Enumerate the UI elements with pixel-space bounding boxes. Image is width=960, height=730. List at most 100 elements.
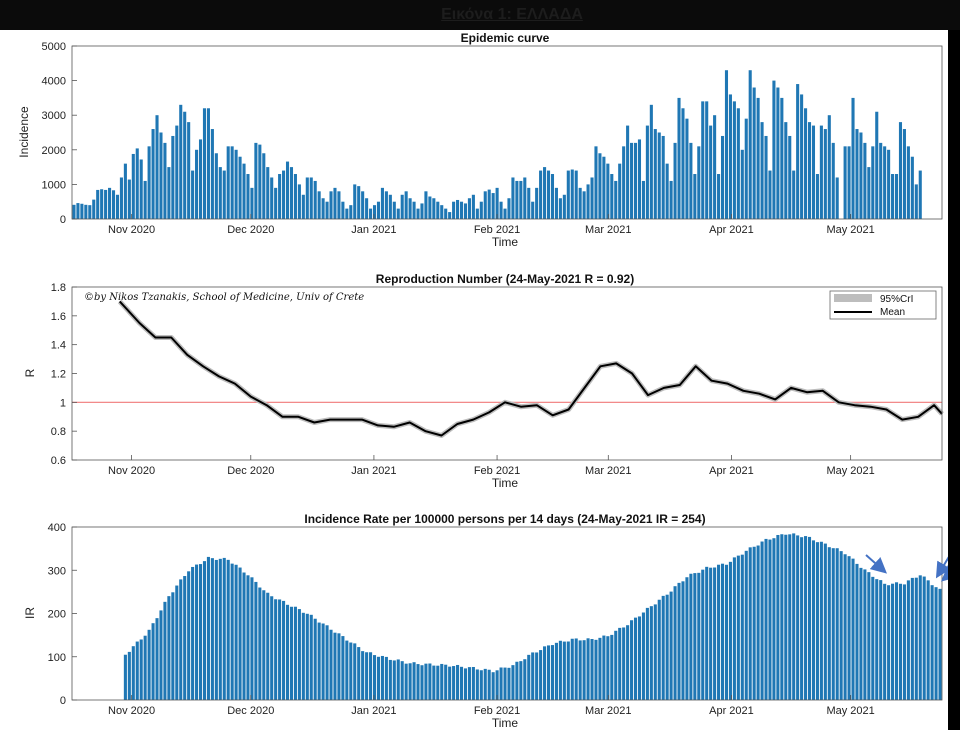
epidemic-bar	[697, 146, 701, 219]
epidemic-bar	[815, 174, 819, 219]
epidemic-bar	[361, 191, 365, 219]
epidemic-bar	[918, 170, 922, 219]
epidemic-bar	[467, 198, 471, 219]
incidence-rate-bar	[610, 634, 614, 700]
incidence-rate-bar	[515, 661, 519, 700]
epidemic-bar	[230, 146, 234, 219]
epidemic-bar	[392, 201, 396, 219]
epidemic-bar	[369, 208, 373, 219]
epidemic-bar	[444, 208, 448, 219]
incidence-rate-bar	[835, 548, 839, 700]
incidence-rate-bar	[206, 556, 210, 700]
epidemic-bar	[867, 167, 871, 219]
epidemic-bar	[851, 97, 855, 219]
incidence-rate-bar	[416, 664, 420, 700]
epidemic-bar	[823, 129, 827, 219]
epidemic-bar	[602, 156, 606, 219]
epidemic-bar	[424, 191, 428, 219]
incidence-rate-bar	[879, 580, 883, 700]
epidemic-bar	[728, 94, 732, 219]
incidence-rate-bar	[309, 614, 313, 700]
epidemic-bar	[883, 146, 887, 219]
epidemic-bar	[234, 149, 238, 219]
incidence-rate-bar	[855, 563, 859, 700]
incidence-rate-bar	[653, 604, 657, 700]
y-tick-label: 1.8	[51, 282, 66, 294]
epidemic-bar	[88, 205, 92, 219]
epidemic-bar	[167, 167, 171, 219]
incidence-rate-bar	[697, 572, 701, 700]
epidemic-bar	[503, 208, 507, 219]
header-bar: Εικόνα 1: ΕΛΛΑΔΑ	[0, 0, 960, 30]
incidence-rate-bar	[313, 618, 317, 700]
incidence-rate-bar	[906, 580, 910, 700]
incidence-rate-bar	[776, 534, 780, 700]
epidemic-bar	[898, 122, 903, 219]
incidence-rate-bar	[550, 645, 555, 700]
epidemic-bar	[278, 174, 282, 219]
epidemic-bar	[372, 205, 377, 219]
epidemic-curve-ylabel: Incidence	[17, 106, 31, 158]
incidence-rate-bar	[792, 533, 796, 700]
incidence-rate-bar	[325, 625, 329, 700]
epidemic-bar	[155, 115, 159, 219]
incidence-rate-bar	[586, 638, 590, 700]
epidemic-bar	[570, 169, 574, 219]
incidence-rate-bar	[147, 629, 151, 700]
epidemic-bar	[309, 177, 313, 219]
incidence-rate-bar	[807, 536, 812, 700]
incidence-rate-bar	[811, 540, 816, 700]
epidemic-bar	[420, 203, 424, 219]
incidence-rate-bar	[459, 666, 464, 700]
epidemic-bar	[887, 149, 891, 219]
incidence-rate-bar	[123, 654, 127, 700]
x-tick-label: Apr 2021	[709, 705, 754, 717]
epidemic-bar	[724, 70, 729, 219]
incidence-rate-bar	[590, 639, 594, 700]
incidence-rate-bar	[784, 534, 788, 700]
y-tick-label: 100	[48, 652, 66, 664]
incidence-rate-bar	[345, 640, 349, 700]
epidemic-bar	[653, 129, 657, 219]
incidence-rate-bar	[278, 599, 282, 700]
incidence-rate-bar	[408, 663, 412, 700]
incidence-rate-bars	[123, 533, 942, 700]
x-tick-label: Feb 2021	[474, 224, 520, 236]
epidemic-bar	[131, 153, 135, 219]
epidemic-bar	[365, 198, 369, 219]
y-tick-label: 3000	[42, 110, 66, 122]
incidence-rate-bar	[720, 563, 725, 700]
incidence-rate-bar	[222, 557, 226, 700]
epidemic-bar	[610, 174, 614, 219]
x-tick-label: Feb 2021	[474, 465, 520, 477]
incidence-rate-bar	[198, 564, 203, 700]
epidemic-bar	[459, 201, 464, 219]
incidence-rate-bar	[519, 661, 523, 700]
epidemic-bar	[115, 194, 120, 219]
epidemic-bar	[262, 153, 266, 219]
incidence-rate-bar	[673, 586, 677, 700]
epidemic-bar	[649, 104, 653, 219]
epidemic-bar	[111, 190, 116, 219]
reproduction-number-title: Reproduction Number (24-May-2021 R = 0.9…	[376, 272, 634, 286]
epidemic-bar	[784, 122, 788, 219]
epidemic-bar	[408, 198, 412, 219]
incidence-rate-bar	[163, 601, 167, 700]
incidence-rate-bar	[531, 652, 535, 700]
incidence-rate-bar	[934, 587, 938, 700]
epidemic-bar	[479, 201, 483, 219]
epidemic-bar	[618, 163, 622, 219]
incidence-rate-bar	[491, 672, 495, 700]
epidemic-bar	[353, 184, 357, 219]
epidemic-bar	[843, 146, 847, 219]
y-tick-label: 0.6	[51, 455, 66, 467]
epidemic-bar	[562, 194, 566, 219]
incidence-rate-bar	[376, 656, 381, 700]
epidemic-bar	[289, 167, 294, 219]
epidemic-bar	[487, 189, 491, 219]
epidemic-bar	[859, 132, 863, 219]
x-tick-label: May 2021	[826, 465, 874, 477]
incidence-rate-bar	[831, 548, 835, 700]
incidence-rate-bar	[467, 667, 471, 700]
incidence-rate-bar	[669, 591, 673, 700]
